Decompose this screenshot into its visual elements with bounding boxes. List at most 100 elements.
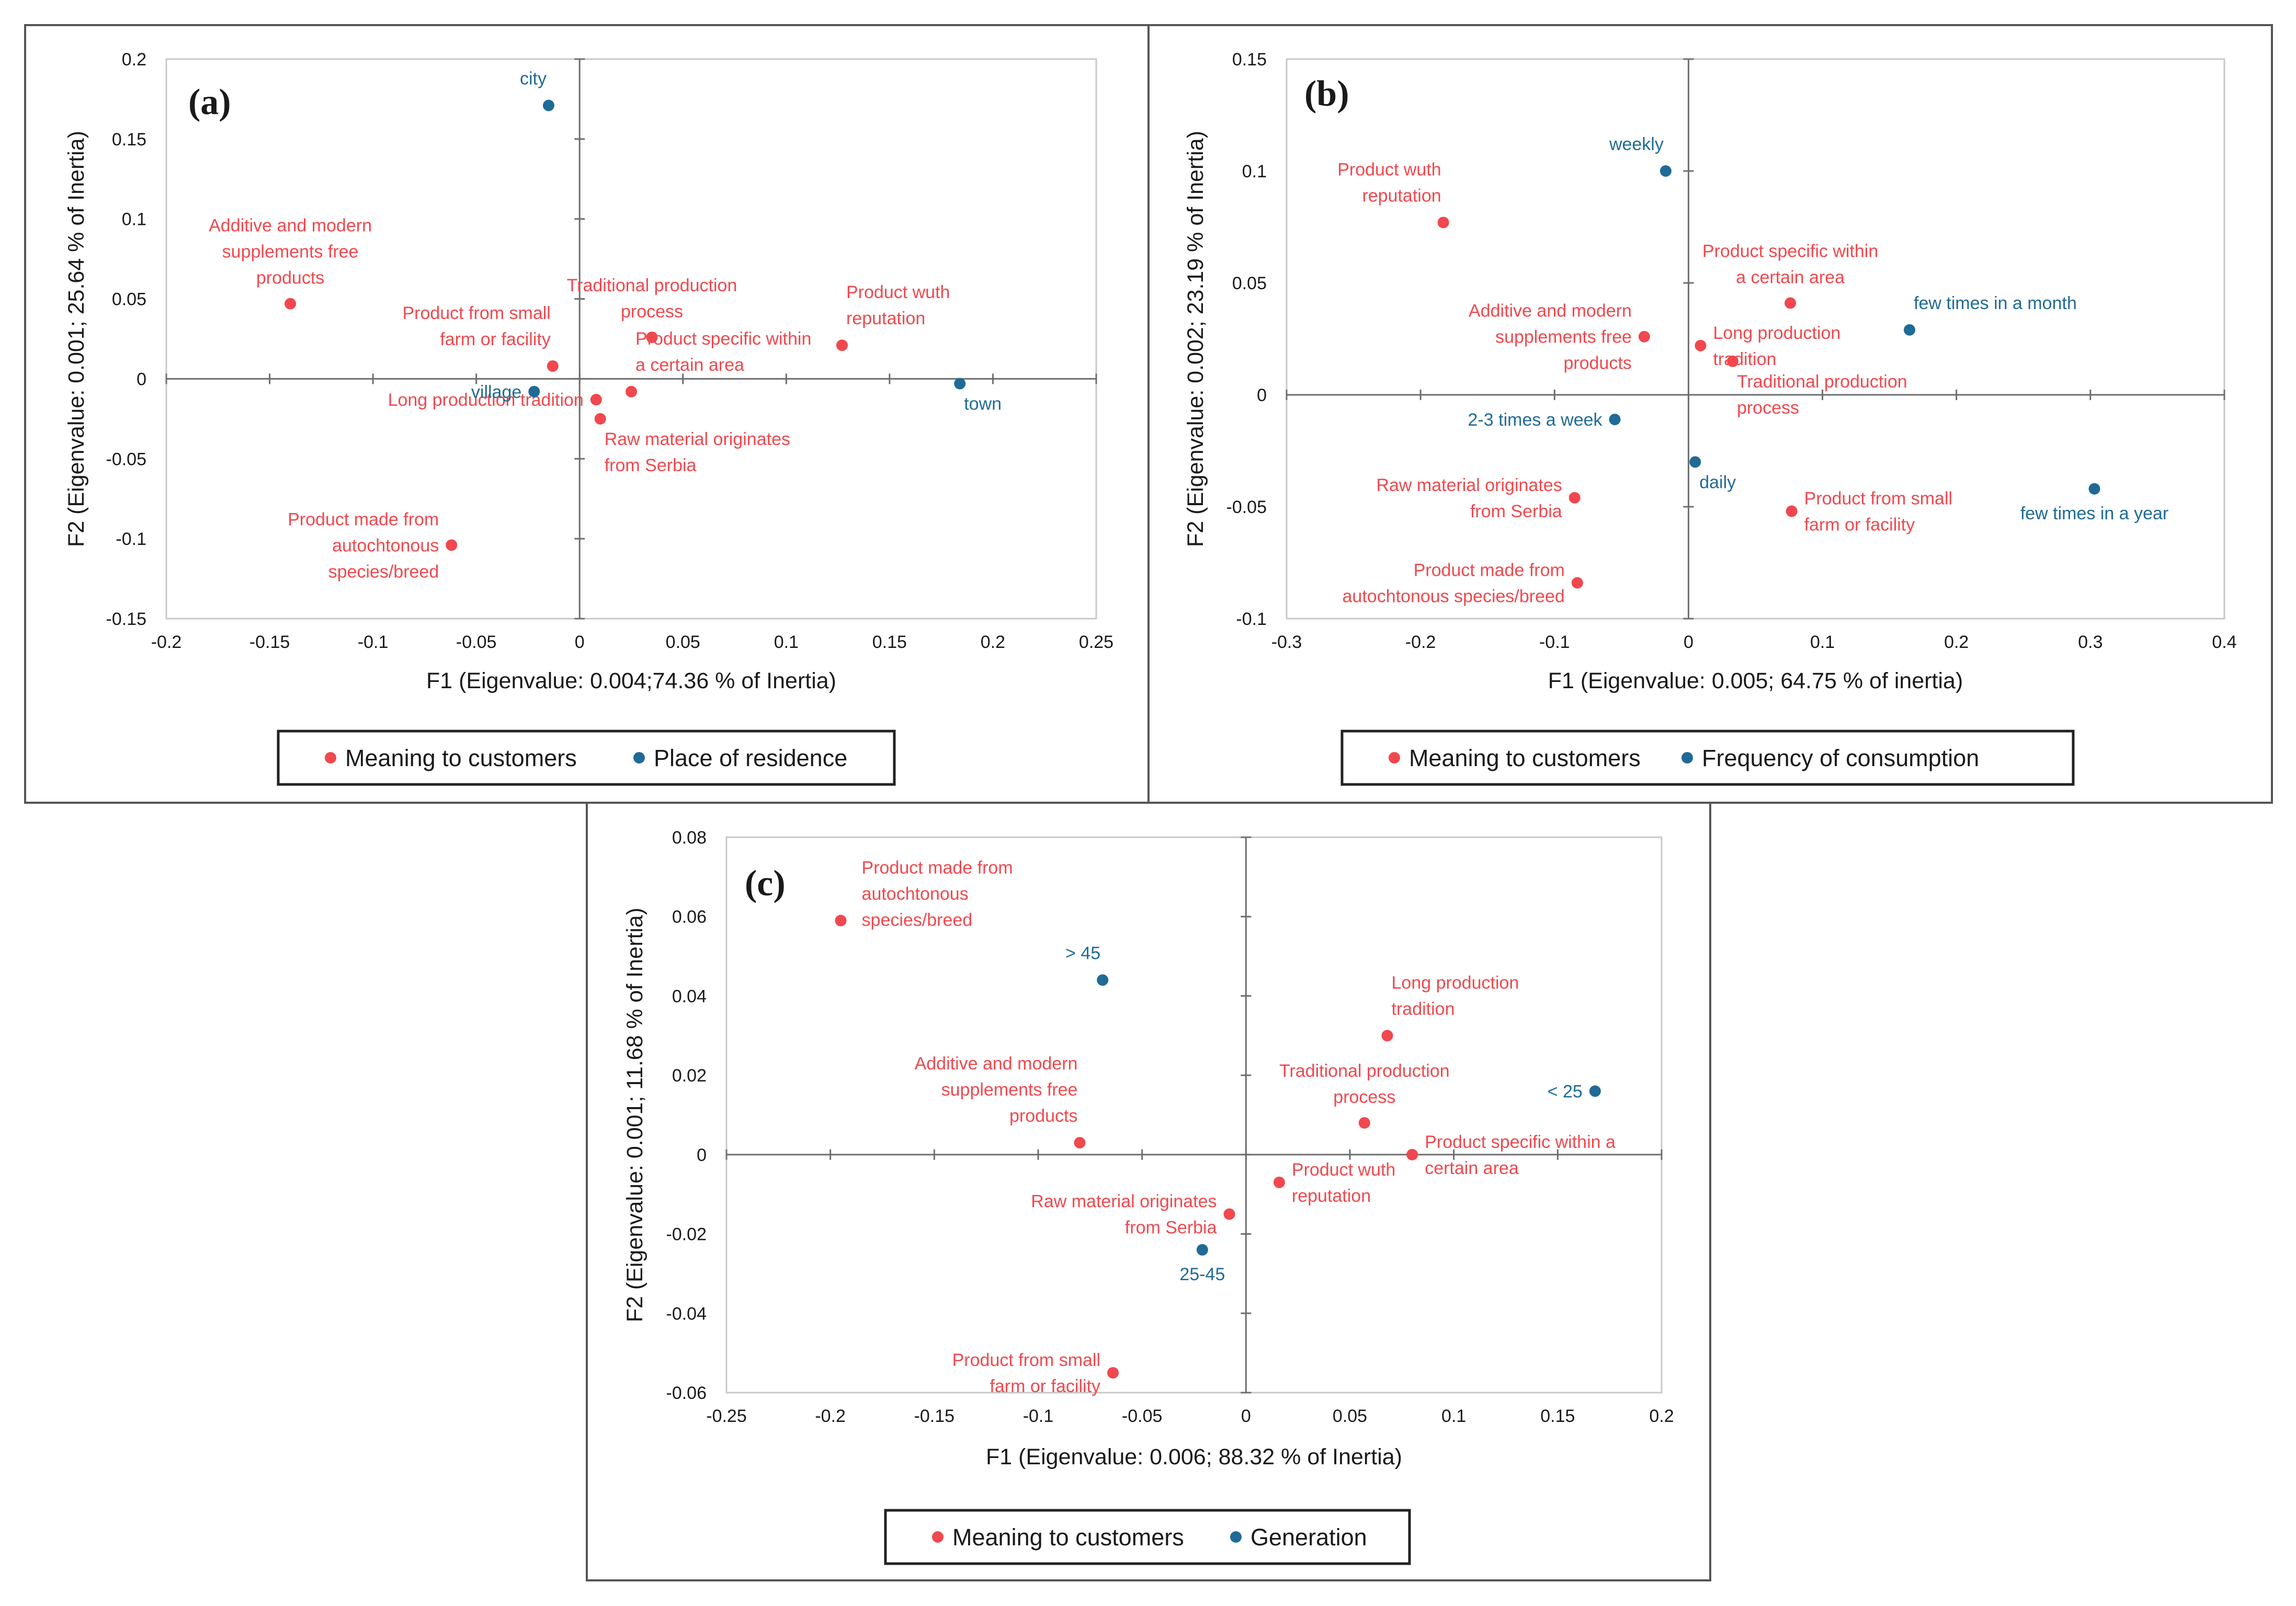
data-point-label: city xyxy=(520,69,547,89)
data-point-label-line: reputation xyxy=(1362,186,1441,206)
data-point-label: Long production tradition xyxy=(1713,323,1840,369)
data-point-label-line: few times in a month xyxy=(1914,293,2077,313)
y-tick-label: 0.15 xyxy=(1232,50,1267,70)
legend-label-group: Generation xyxy=(1251,1524,1367,1551)
data-point-label-line: city xyxy=(520,69,547,89)
legend-box xyxy=(884,1509,1411,1565)
legend-label-meaning: Meaning to customers xyxy=(952,1524,1184,1551)
series-group: weekly few times in a month 2-3 times a we… xyxy=(1468,134,2169,523)
y-tick-label: 0.05 xyxy=(1232,274,1267,293)
data-point-label: Product wuth reputation xyxy=(1292,1160,1395,1206)
y-tick-label: 0.08 xyxy=(672,828,707,848)
chart-panel-1: -0.2 -0.15 -0.1 -0.05 0 0.05 0.1 0.15 0.2 0.25-0.… xyxy=(24,24,1150,804)
y-axis-title: F2 (Eigenvalue: 0.002; 23.19 % of Inerti… xyxy=(1183,131,1208,547)
data-point xyxy=(446,539,458,551)
data-point-label: Raw material originates from Serbia xyxy=(605,429,790,475)
y-tick-label: -0.05 xyxy=(1226,497,1267,517)
y-tick-label: -0.15 xyxy=(106,609,147,629)
data-point-label: Long production tradition xyxy=(1392,973,1519,1019)
data-point-label: Product wuth reputation xyxy=(846,282,950,328)
data-point-label: few times in a month xyxy=(1914,293,2077,313)
data-point-label-line: Product made from xyxy=(288,509,439,529)
series-meaning: Additive and modern supplements free produ… xyxy=(209,216,950,582)
y-tick-label: -0.04 xyxy=(666,1304,707,1324)
data-point-label-line: reputation xyxy=(1292,1186,1371,1206)
x-tick-label: 0 xyxy=(575,632,585,652)
data-point-label: < 25 xyxy=(1548,1081,1583,1101)
data-point-label-line: Product from small xyxy=(952,1350,1100,1370)
legend-label-meaning: Meaning to customers xyxy=(1409,745,1641,771)
data-point-label-line: reputation xyxy=(846,309,925,328)
data-point-label-line: Raw material originates xyxy=(1031,1192,1217,1212)
data-point-label: few times in a year xyxy=(2020,504,2168,523)
data-point xyxy=(1107,1367,1119,1379)
y-tick-label: -0.1 xyxy=(116,529,146,549)
data-point xyxy=(1689,456,1701,468)
data-point-label-line: autochtonous xyxy=(862,884,969,904)
y-axis-title: F2 (Eigenvalue: 0.001; 11.68 % of Inerti… xyxy=(622,908,647,1323)
series-meaning: Product wuth reputation Product specific w… xyxy=(1337,160,1952,606)
x-tick-label: -0.1 xyxy=(1023,1406,1054,1426)
data-point xyxy=(1358,1117,1370,1129)
legend-label-group: Place of residence xyxy=(654,745,847,771)
series-meaning: Product made from autochtonous species/bre… xyxy=(835,858,1616,1396)
data-point xyxy=(285,298,297,310)
x-tick-label: -0.05 xyxy=(1122,1406,1163,1426)
data-point-label: Traditional production process xyxy=(1279,1061,1450,1107)
data-point-label-line: weekly xyxy=(1609,134,1664,154)
x-tick-label: 0.15 xyxy=(1540,1406,1575,1426)
data-point-label: Product wuth reputation xyxy=(1337,160,1441,206)
x-tick-label: -0.15 xyxy=(914,1406,955,1426)
legend-box xyxy=(277,730,896,786)
legend-marker-meaning xyxy=(932,1531,944,1543)
data-point-label-line: supplements free xyxy=(1495,327,1632,347)
data-point-label-line: village xyxy=(471,382,521,402)
y-tick-label: 0.1 xyxy=(122,210,146,230)
x-tick-label: 0.4 xyxy=(2212,632,2236,652)
data-point-label-line: products xyxy=(1009,1106,1077,1126)
data-point-label-line: Product wuth xyxy=(1337,160,1441,179)
data-point xyxy=(547,360,559,372)
data-point-label-line: farm or facility xyxy=(990,1376,1100,1396)
data-point xyxy=(594,413,606,425)
data-point-label: Additive and modern supplements free produ… xyxy=(915,1054,1078,1126)
x-tick-label: 0.05 xyxy=(1333,1406,1367,1426)
data-point-label-line: products xyxy=(256,268,324,288)
data-point xyxy=(1589,1085,1601,1097)
x-tick-label: -0.2 xyxy=(815,1406,846,1426)
data-point-label-line: Product wuth xyxy=(1292,1160,1395,1180)
y-tick-label: 0.04 xyxy=(672,986,707,1006)
legend: Meaning to customers Frequency of consump… xyxy=(1340,730,2075,786)
data-point-label: Traditional production process xyxy=(1737,372,1907,418)
chart-panels: -0.2 -0.15 -0.1 -0.05 0 0.05 0.1 0.15 0.2 0.25-0.… xyxy=(24,24,2273,1581)
x-tick-label: 0.15 xyxy=(872,632,907,652)
data-point-label-line: Product from small xyxy=(1804,489,1952,509)
data-point-label: Product specific within a certain area xyxy=(635,329,811,375)
legend-marker-meaning xyxy=(325,752,336,764)
data-point xyxy=(1660,165,1672,177)
data-point-label-line: tradition xyxy=(1392,999,1455,1019)
data-point xyxy=(2088,483,2100,495)
x-tick-label: 0.2 xyxy=(1944,632,1969,652)
data-point xyxy=(646,331,658,343)
x-tick-label: -0.3 xyxy=(1271,632,1302,652)
data-point-label-line: Product from small xyxy=(402,303,550,323)
y-tick-label: -0.06 xyxy=(666,1383,707,1403)
data-point xyxy=(835,915,847,927)
y-tick-label: 0.2 xyxy=(122,50,146,70)
data-point-label-line: 25-45 xyxy=(1179,1265,1225,1284)
data-point xyxy=(1784,297,1797,309)
data-point xyxy=(1097,974,1109,986)
data-point-label: Raw material originates from Serbia xyxy=(1031,1192,1217,1238)
legend: Meaning to customers Place of residence xyxy=(277,730,896,786)
data-point-label-line: supplements free xyxy=(222,242,359,262)
data-point-label: weekly xyxy=(1609,134,1664,154)
data-point-label-line: Product made from xyxy=(862,858,1013,878)
y-tick-label: 0 xyxy=(697,1145,707,1165)
panel-letter: (b) xyxy=(1304,74,1349,114)
data-point-label-line: Raw material originates xyxy=(605,429,790,449)
data-point xyxy=(1571,577,1583,589)
legend-marker-group xyxy=(1230,1531,1242,1543)
data-point-label-line: process xyxy=(1333,1087,1395,1107)
data-point-label-line: Long production xyxy=(1392,973,1519,993)
